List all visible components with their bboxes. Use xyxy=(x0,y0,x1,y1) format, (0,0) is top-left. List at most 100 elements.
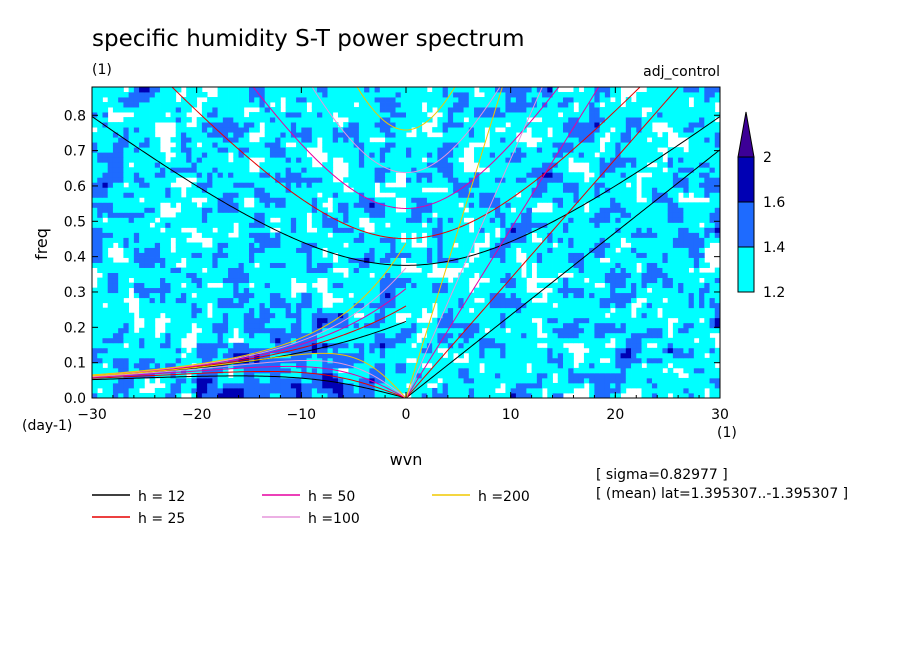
heat-cell xyxy=(322,347,328,354)
heat-cell xyxy=(599,202,606,208)
heat-cell xyxy=(678,312,684,319)
heat-cell xyxy=(337,347,344,354)
heat-cell xyxy=(201,202,208,208)
heat-cell xyxy=(458,302,464,309)
heat-cell xyxy=(651,202,658,208)
heat-cell xyxy=(521,382,527,389)
heat-cell xyxy=(118,367,124,374)
heat-cell xyxy=(557,342,564,349)
heat-cell xyxy=(102,392,109,398)
heat-cell xyxy=(453,347,459,354)
heat-cell xyxy=(379,212,386,218)
heat-cell xyxy=(573,222,580,228)
heat-cell xyxy=(217,377,224,384)
heat-cell xyxy=(275,392,281,398)
heat-cell xyxy=(426,307,433,314)
heat-cell xyxy=(657,287,663,294)
heat-cell xyxy=(165,227,171,233)
heat-cell xyxy=(269,362,276,369)
heat-cell xyxy=(432,297,438,304)
heat-cell xyxy=(385,342,391,349)
heat-cell xyxy=(432,377,438,384)
heat-cell xyxy=(233,247,239,253)
heat-cell xyxy=(657,167,663,173)
heat-cell xyxy=(625,267,632,273)
heat-cell xyxy=(343,297,349,304)
heat-cell xyxy=(489,227,496,233)
heat-cell xyxy=(662,387,669,394)
heat-cell xyxy=(280,272,287,279)
heat-cell xyxy=(678,207,684,213)
heat-cell xyxy=(494,302,501,309)
heat-cell xyxy=(458,362,464,369)
heat-cell xyxy=(657,387,663,394)
heat-cell xyxy=(118,242,124,248)
heat-cell xyxy=(139,262,145,268)
heat-cell xyxy=(264,207,271,213)
heat-cell xyxy=(489,332,496,339)
heat-cell xyxy=(201,207,208,213)
heat-cell xyxy=(259,307,266,314)
heat-cell xyxy=(704,207,710,213)
heat-cell xyxy=(610,247,616,253)
heat-cell xyxy=(526,177,532,183)
heat-cell xyxy=(416,307,423,314)
heat-cell xyxy=(500,327,506,334)
heat-cell xyxy=(254,202,260,208)
heat-cell xyxy=(573,192,580,198)
heat-cell xyxy=(160,237,166,243)
heat-cell xyxy=(458,242,464,248)
heat-cell xyxy=(442,392,449,398)
heat-cell xyxy=(646,217,653,223)
heat-cell xyxy=(118,347,124,354)
heat-cell xyxy=(217,222,224,228)
heat-cell xyxy=(118,212,124,218)
heat-cell xyxy=(322,257,328,263)
heat-cell xyxy=(542,247,548,253)
heat-cell xyxy=(578,212,585,218)
heat-cell xyxy=(426,227,433,233)
heat-cell xyxy=(568,192,574,198)
heat-cell xyxy=(186,197,192,203)
heat-cell xyxy=(688,377,695,384)
heat-cell xyxy=(217,167,224,173)
heat-cell xyxy=(280,207,287,213)
heat-cell xyxy=(552,197,559,203)
heat-cell xyxy=(149,347,156,354)
heat-cell xyxy=(583,222,590,228)
heat-cell xyxy=(128,387,135,394)
heat-cell xyxy=(625,227,632,233)
heat-cell xyxy=(201,297,208,304)
heat-cell xyxy=(374,357,381,364)
heat-cell xyxy=(170,192,177,198)
heat-cell xyxy=(531,357,538,364)
heat-cell xyxy=(207,387,213,394)
heat-cell xyxy=(683,227,689,233)
heat-cell xyxy=(589,232,595,238)
heat-cell xyxy=(269,222,276,228)
heat-cell xyxy=(92,187,98,193)
heat-cell xyxy=(217,272,224,279)
heat-cell xyxy=(332,317,339,324)
heat-cell xyxy=(657,322,663,329)
heat-cell xyxy=(275,212,281,218)
heat-cell xyxy=(526,167,532,173)
heat-cell xyxy=(442,337,449,344)
heat-cell xyxy=(306,172,313,178)
heat-cell xyxy=(285,192,292,198)
heat-cell xyxy=(453,257,459,263)
heat-cell xyxy=(186,207,192,213)
heat-cell xyxy=(280,312,287,319)
heat-cell xyxy=(201,247,208,253)
heat-cell xyxy=(547,347,553,354)
heat-cell xyxy=(233,367,239,374)
heat-cell xyxy=(432,327,438,334)
heat-cell xyxy=(573,232,580,238)
heat-cell xyxy=(442,312,449,319)
heat-cell xyxy=(374,287,381,294)
heat-cell xyxy=(275,187,281,193)
heat-cell xyxy=(353,187,360,193)
heat-cell xyxy=(264,377,271,384)
heat-cell xyxy=(327,167,334,173)
heat-cell xyxy=(604,292,611,299)
